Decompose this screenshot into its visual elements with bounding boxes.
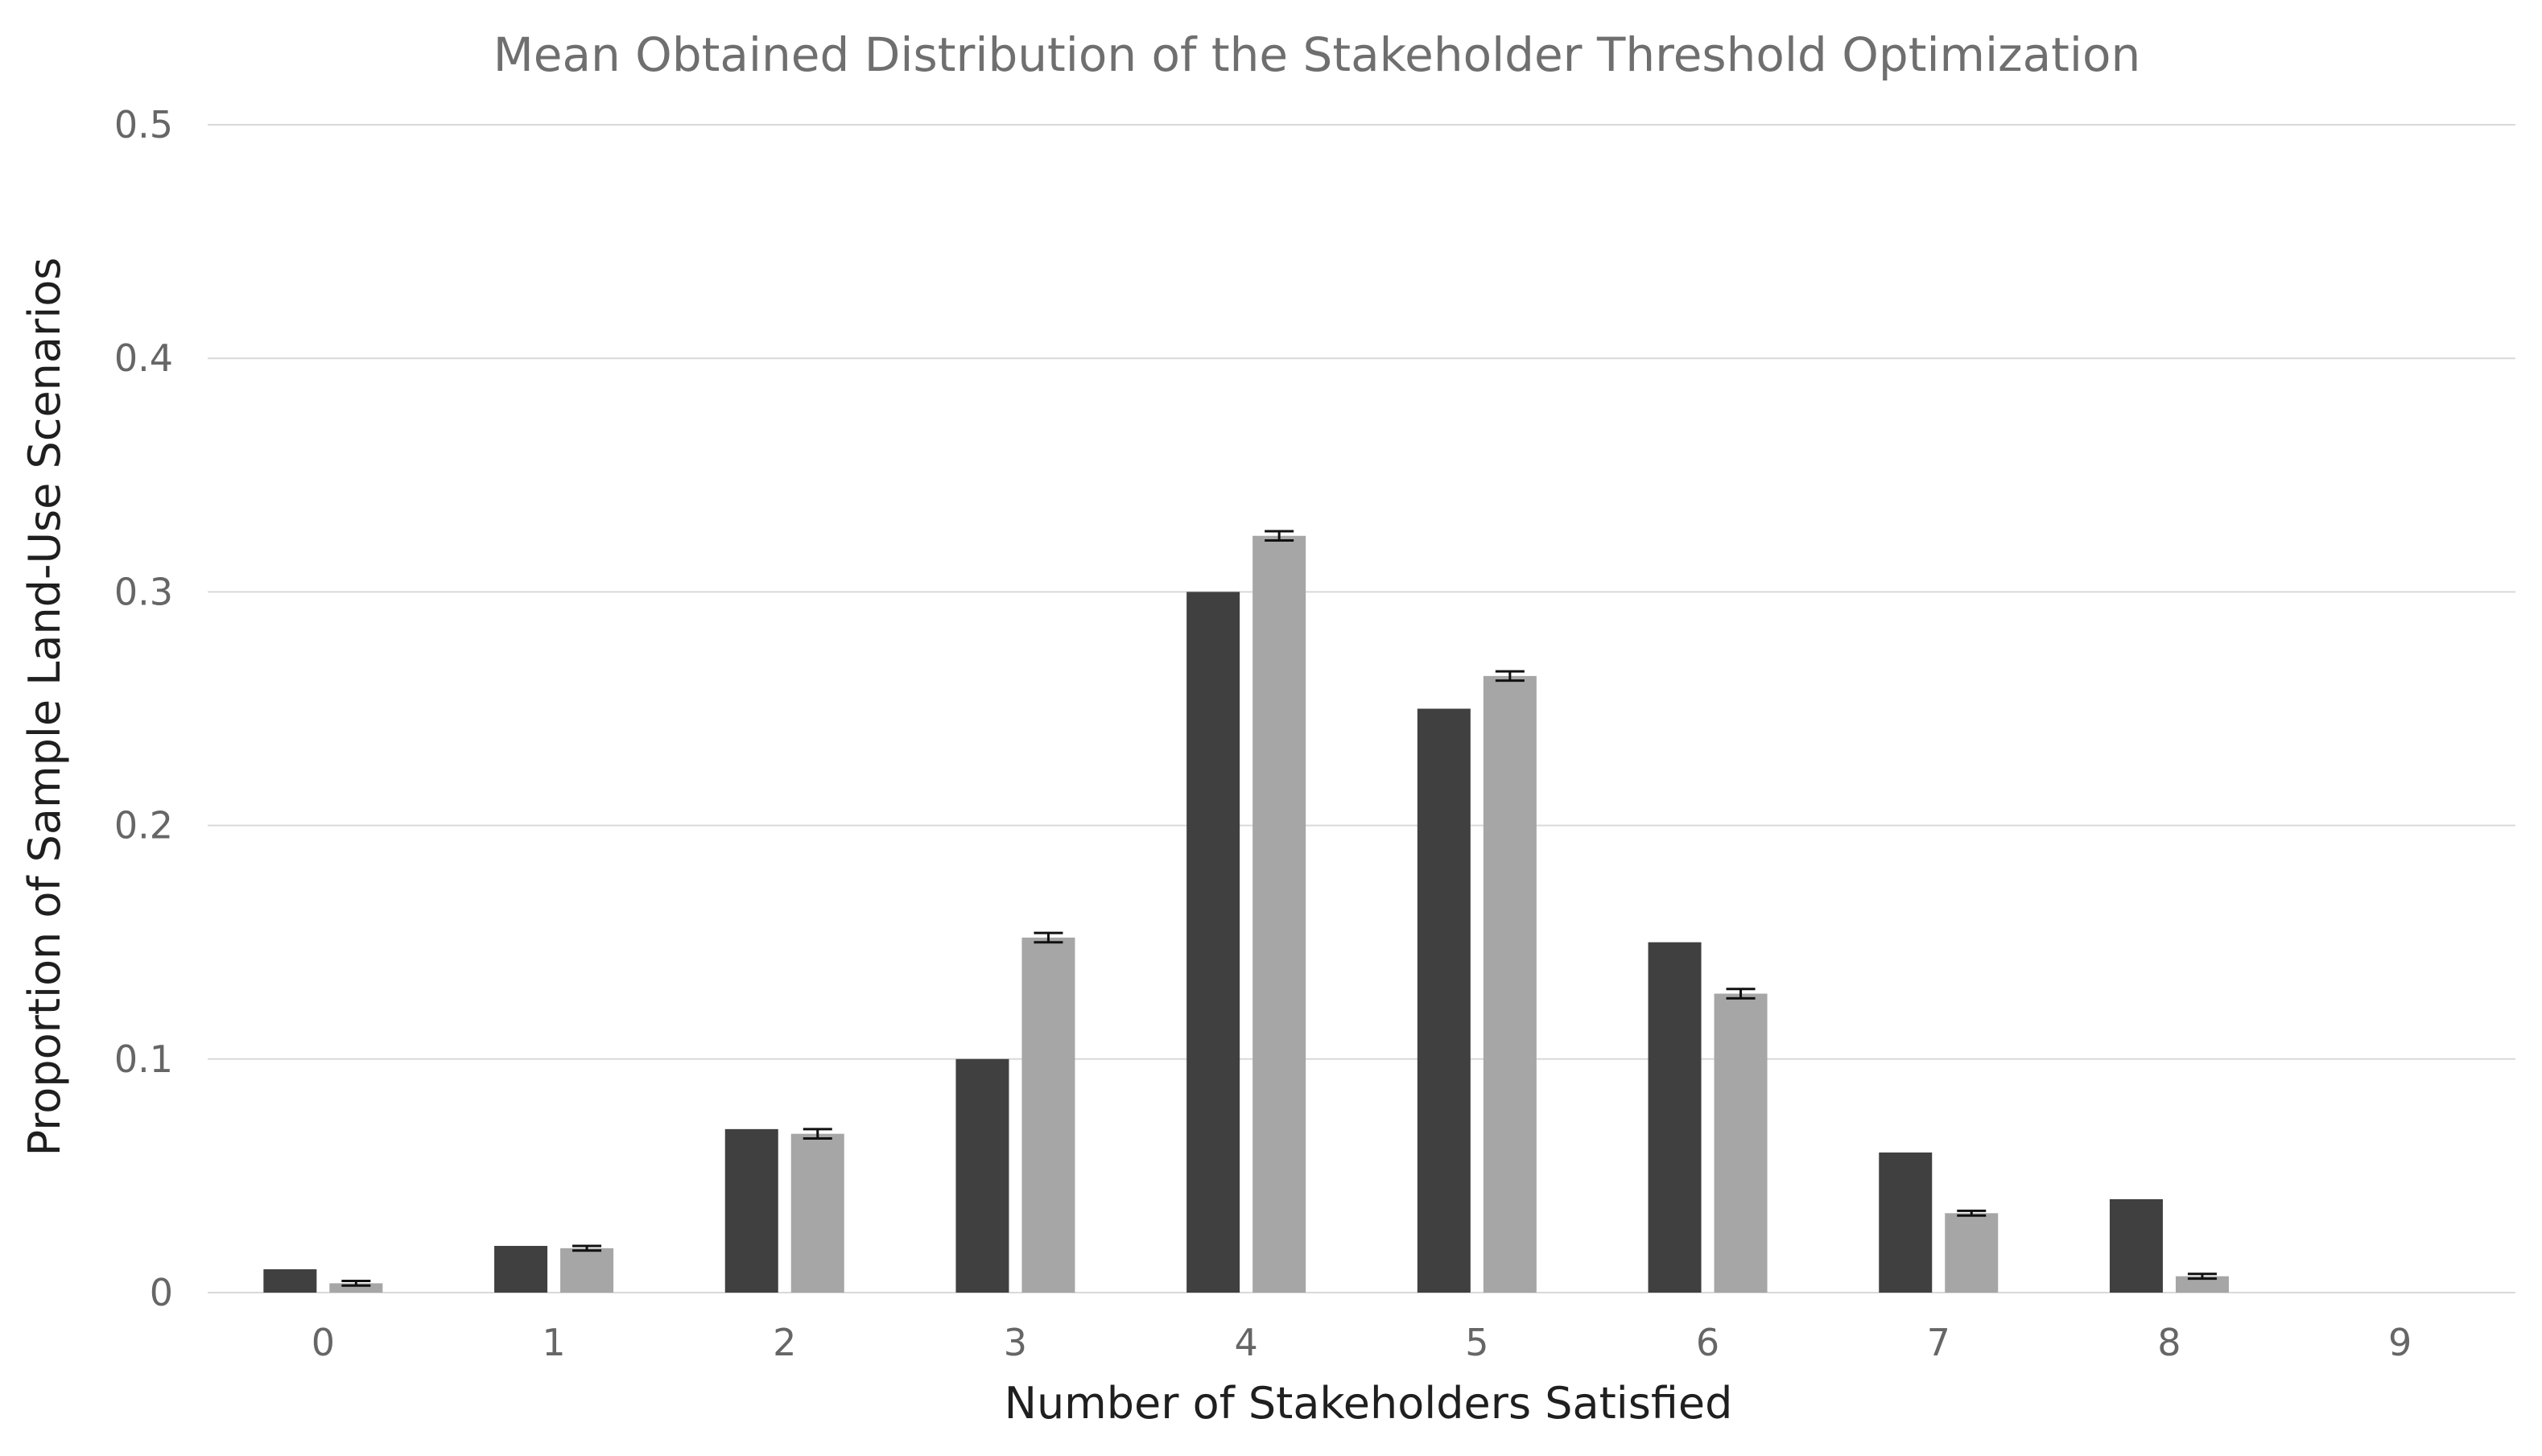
x-tick-label: 7 [1927,1321,1950,1364]
series-2-bar [1252,535,1306,1293]
x-tick-label: 4 [1235,1321,1258,1364]
series-2-bar [1714,993,1768,1293]
y-tick-labels: 0 0.1 0.2 0.3 0.4 0.5 [114,103,173,1314]
series-2-bar [329,1283,383,1293]
series-1-bar [955,1058,1009,1293]
series-2-bar [2175,1276,2229,1293]
x-tick-label: 0 [312,1321,335,1364]
x-tick-label: 8 [2157,1321,2181,1364]
series-1-bar [1879,1152,1933,1293]
x-tick-label: 1 [542,1321,565,1364]
y-tick-label: 0.2 [114,804,173,848]
y-axis-label: Proportion of Sample Land-Use Scenarios [19,258,70,1157]
series-1-bar [724,1128,778,1293]
series-1-bar [494,1245,548,1293]
x-tick-label: 5 [1465,1321,1488,1364]
chart-title: Mean Obtained Distribution of the Stakeh… [493,27,2141,82]
series-2-bar [790,1133,844,1293]
series-1-bar [1648,942,1702,1293]
x-tick-label: 9 [2388,1321,2412,1364]
series-1-bar [2109,1198,2163,1293]
x-axis-label: Number of Stakeholders Satisfied [1005,1378,1733,1429]
series-2-bar [1945,1213,1999,1293]
series-1-bar [1186,592,1240,1293]
x-tick-label: 3 [1004,1321,1027,1364]
x-tick-label: 6 [1696,1321,1719,1364]
y-tick-label: 0.1 [114,1037,173,1081]
series-1-bar [263,1268,317,1293]
grid-layer [208,124,2515,1293]
x-tick-label: 2 [773,1321,796,1364]
y-tick-label: 0.4 [114,336,173,380]
series-2-bar [1483,675,1537,1293]
series-2-bar [1021,937,1075,1293]
y-tick-label: 0.5 [114,103,173,146]
error-bars-layer [341,530,2217,1287]
series-2-bar [560,1248,614,1293]
y-tick-label: 0 [150,1271,173,1314]
series-1-bar [1417,708,1471,1293]
x-tick-labels: 0 1 2 3 4 5 6 7 8 9 [312,1321,2412,1364]
y-tick-label: 0.3 [114,570,173,613]
bars-layer [263,535,2229,1293]
